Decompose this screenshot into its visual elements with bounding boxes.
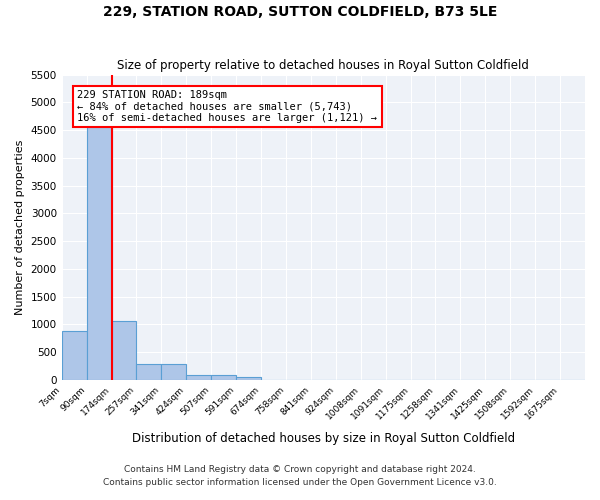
Y-axis label: Number of detached properties: Number of detached properties — [15, 140, 25, 315]
Text: Contains public sector information licensed under the Open Government Licence v3: Contains public sector information licen… — [103, 478, 497, 487]
Bar — [236, 377, 261, 380]
Text: Contains HM Land Registry data © Crown copyright and database right 2024.: Contains HM Land Registry data © Crown c… — [124, 466, 476, 474]
Bar — [161, 364, 186, 380]
Bar — [112, 321, 136, 380]
Text: 229, STATION ROAD, SUTTON COLDFIELD, B73 5LE: 229, STATION ROAD, SUTTON COLDFIELD, B73… — [103, 5, 497, 19]
Bar — [186, 375, 211, 380]
Title: Size of property relative to detached houses in Royal Sutton Coldfield: Size of property relative to detached ho… — [118, 59, 529, 72]
Bar — [136, 364, 161, 380]
X-axis label: Distribution of detached houses by size in Royal Sutton Coldfield: Distribution of detached houses by size … — [132, 432, 515, 445]
Text: 229 STATION ROAD: 189sqm
← 84% of detached houses are smaller (5,743)
16% of sem: 229 STATION ROAD: 189sqm ← 84% of detach… — [77, 90, 377, 123]
Bar — [86, 128, 112, 380]
Bar — [211, 375, 236, 380]
Bar — [62, 331, 86, 380]
